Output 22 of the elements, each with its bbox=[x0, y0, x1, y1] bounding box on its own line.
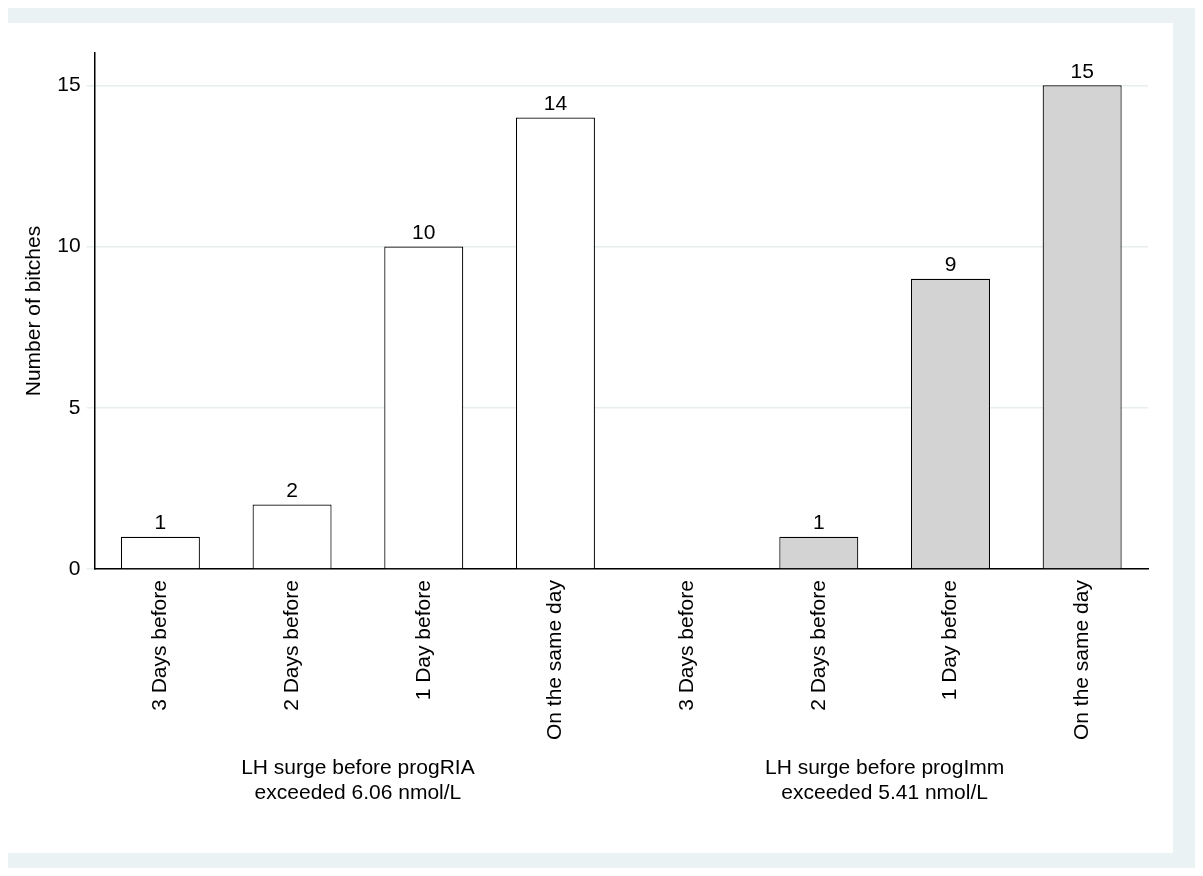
y-tick-label: 10 bbox=[57, 233, 81, 257]
x-tick-label: On the same day bbox=[542, 579, 566, 740]
y-axis-title: Number of bitches bbox=[21, 225, 45, 397]
data-label: 10 bbox=[412, 219, 436, 243]
y-tick-label: 0 bbox=[68, 555, 81, 579]
data-label: 14 bbox=[543, 90, 568, 114]
text: LH surge before progImm exceeded 5.41 nmol/L bbox=[765, 755, 1005, 804]
x-tick-label: 3 Days before bbox=[673, 580, 697, 711]
text: LH surge before progRIA exceeded 6.06 nmol/L bbox=[241, 755, 475, 804]
x-tick-label: 1 Day before bbox=[410, 580, 434, 701]
data-label: 1 bbox=[154, 510, 167, 534]
data-label: 15 bbox=[1070, 58, 1094, 82]
x-tick-label: 2 Days before bbox=[278, 580, 302, 711]
x-tick-label: On the same day bbox=[1068, 579, 1092, 740]
x-tick-label: 2 Days before bbox=[805, 580, 829, 711]
data-label: 1 bbox=[812, 510, 825, 534]
y-tick-label: 5 bbox=[68, 394, 81, 418]
x-tick-label: 1 Day before bbox=[937, 580, 961, 701]
x-tick-label: 3 Days before bbox=[147, 580, 171, 711]
y-tick-label: 15 bbox=[57, 72, 81, 96]
data-label: 2 bbox=[286, 477, 298, 501]
data-label: 9 bbox=[944, 252, 957, 276]
